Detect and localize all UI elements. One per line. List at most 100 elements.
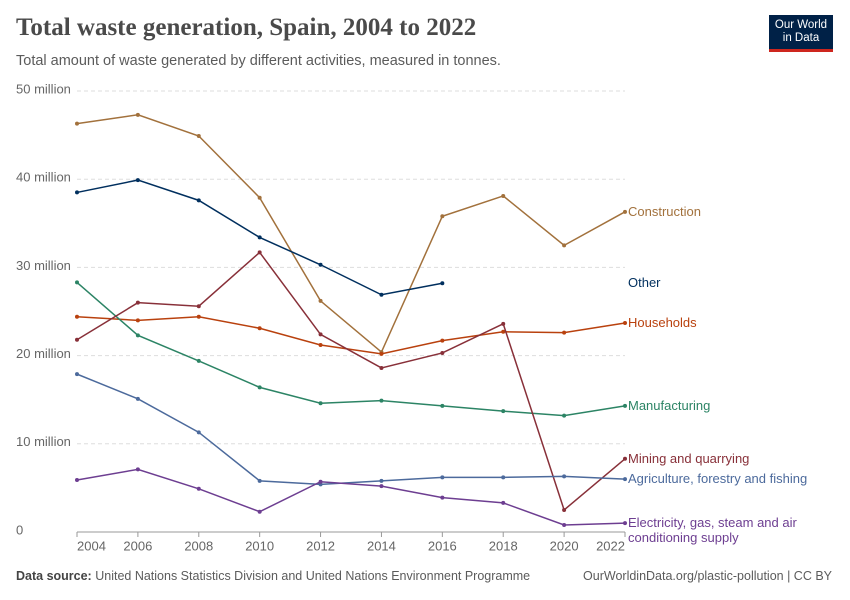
data-point [562, 413, 567, 418]
logo[interactable]: Our World in Data [769, 15, 833, 52]
url[interactable]: OurWorldinData.org/plastic-pollution | C… [583, 569, 832, 583]
y-tick-label: 10 million [16, 434, 71, 449]
data-point [135, 333, 140, 338]
chart-title: Total waste generation, Spain, 2004 to 2… [16, 14, 477, 41]
data-point [135, 112, 140, 117]
data-point [75, 337, 79, 342]
y-tick-label: 40 million [16, 170, 71, 185]
data-point [562, 474, 567, 479]
legend-label[interactable]: Mining and quarrying [628, 450, 750, 466]
legend-label[interactable]: Manufacturing [628, 397, 711, 413]
data-point [562, 330, 567, 335]
x-tick-label: 2006 [123, 538, 152, 553]
data-point [257, 509, 262, 514]
data-point [257, 385, 262, 390]
data-point [501, 409, 506, 414]
data-point [196, 198, 201, 203]
data-point [440, 281, 445, 286]
source-label: Data source: [16, 569, 92, 583]
data-point [75, 280, 79, 285]
series-line [76, 468, 626, 526]
data-point [318, 401, 323, 406]
data-point [440, 350, 445, 355]
legend-label[interactable]: Electricity, gas, steam and air conditio… [628, 515, 797, 546]
data-point [623, 320, 627, 325]
x-tick-label: 2004 [77, 538, 106, 553]
data-point [379, 365, 384, 370]
data-point [196, 133, 201, 138]
data-point [196, 486, 201, 491]
logo-text: in Data [782, 32, 820, 44]
data-point [75, 372, 79, 377]
data-point [257, 326, 262, 331]
data-point [135, 396, 140, 401]
series-line [76, 114, 626, 354]
x-tick-label: 2014 [367, 538, 396, 553]
x-tick-label: 2016 [428, 538, 457, 553]
data-point [379, 484, 384, 489]
logo-text: Our World [774, 19, 828, 31]
data-point [318, 262, 323, 267]
data-point [196, 430, 201, 435]
data-point [75, 190, 79, 195]
data-point [318, 479, 323, 484]
series-line [76, 281, 626, 417]
data-point [501, 321, 506, 326]
data-point [562, 243, 567, 248]
data-point [196, 304, 201, 309]
data-point [135, 300, 140, 305]
source: Data source: United Nations Statistics D… [16, 569, 530, 583]
data-point [623, 477, 627, 482]
y-tick-label: 50 million [16, 81, 71, 96]
x-tick-label: 2020 [550, 538, 579, 553]
data-point [379, 351, 384, 356]
data-point [75, 314, 79, 319]
x-tick-label: 2008 [184, 538, 213, 553]
data-point [379, 292, 384, 297]
x-tick-label: 2022 [596, 538, 625, 553]
data-point [257, 478, 262, 483]
chart-subtitle: Total amount of waste generated by diffe… [16, 53, 501, 69]
data-point [379, 398, 384, 403]
data-point [257, 250, 262, 255]
legend-label[interactable]: Construction [628, 203, 701, 219]
data-point [135, 467, 140, 472]
data-point [135, 318, 140, 323]
data-point [318, 332, 323, 337]
legend-label[interactable]: Other [628, 275, 661, 291]
data-point [501, 193, 506, 198]
source-text: United Nations Statistics Division and U… [95, 569, 531, 583]
data-point [501, 475, 506, 480]
data-point [196, 358, 201, 363]
data-point [623, 209, 627, 214]
series-line [76, 316, 626, 355]
data-point [440, 475, 445, 480]
legend-label[interactable]: Households [628, 314, 697, 330]
data-point [257, 235, 262, 240]
data-point [196, 314, 201, 319]
data-point [623, 403, 627, 408]
x-tick-label: 2018 [489, 538, 518, 553]
data-point [75, 121, 79, 126]
x-tick-label: 2012 [306, 538, 335, 553]
y-tick-label: 30 million [16, 258, 71, 273]
y-tick-label: 20 million [16, 346, 71, 361]
series-line [76, 373, 626, 486]
data-point [562, 522, 567, 527]
data-point [440, 495, 445, 500]
x-tick-label: 2010 [245, 538, 274, 553]
data-point [440, 214, 445, 219]
y-tick-label: 0 [16, 522, 23, 537]
data-point [623, 456, 627, 461]
data-point [623, 521, 627, 526]
data-point [501, 329, 506, 334]
data-point [135, 178, 140, 183]
data-point [562, 507, 567, 512]
data-point [501, 500, 506, 505]
data-point [440, 338, 445, 343]
data-point [318, 298, 323, 303]
legend-label[interactable]: Agriculture, forestry and fishing [628, 471, 808, 487]
series-line [76, 251, 626, 512]
